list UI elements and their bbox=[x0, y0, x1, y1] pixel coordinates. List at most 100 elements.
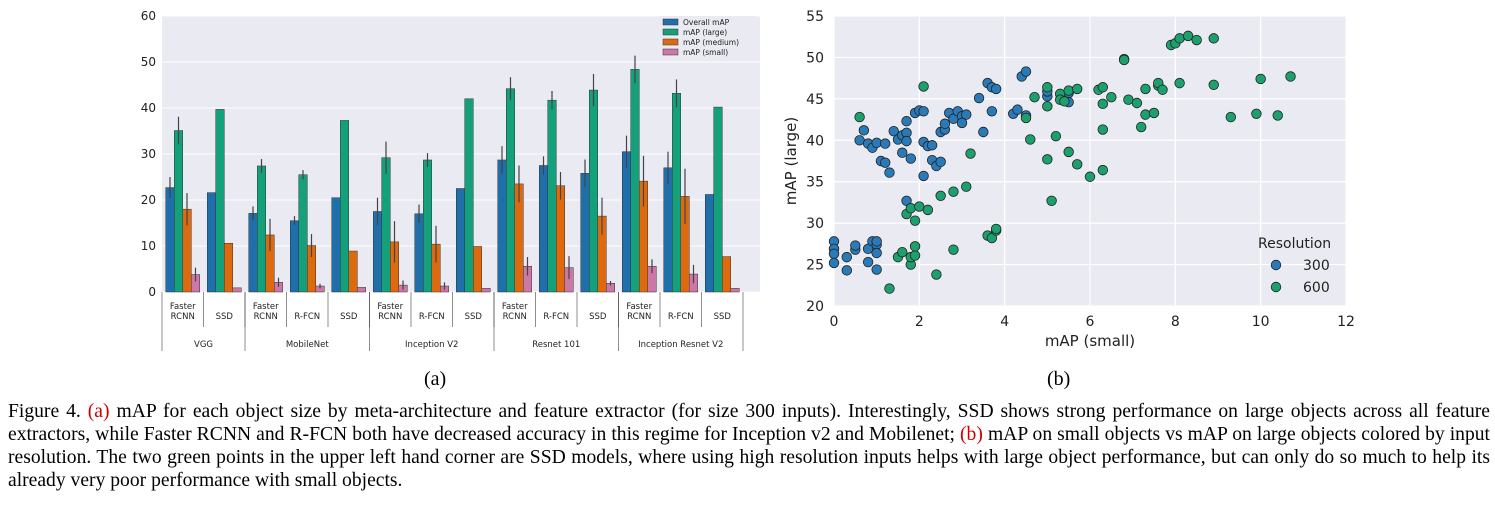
bar-overall bbox=[414, 213, 424, 293]
point-res-300 bbox=[841, 265, 853, 276]
y-tick-label: 20 bbox=[141, 193, 156, 207]
y-tick-label: 35 bbox=[806, 175, 824, 191]
bar-overall bbox=[456, 188, 465, 293]
point-res-600 bbox=[1174, 77, 1185, 89]
bar-large bbox=[257, 165, 266, 293]
point-res-300 bbox=[905, 153, 917, 164]
point-res-600 bbox=[1285, 71, 1296, 82]
point-res-600 bbox=[1272, 110, 1283, 121]
point-res-300 bbox=[973, 92, 985, 104]
meta-arch-label: R-FCN bbox=[419, 312, 445, 322]
meta-arch-label: RCNN bbox=[627, 312, 651, 322]
point-res-300 bbox=[918, 170, 929, 182]
bar-large bbox=[506, 88, 515, 293]
point-res-600 bbox=[1140, 109, 1151, 120]
point-res-600 bbox=[948, 186, 959, 197]
bar-large bbox=[589, 89, 598, 293]
point-res-600 bbox=[1182, 30, 1194, 42]
point-res-600 bbox=[909, 250, 921, 261]
point-res-600 bbox=[961, 181, 972, 192]
point-res-600 bbox=[1063, 146, 1074, 158]
point-res-300 bbox=[926, 140, 938, 151]
bar-small bbox=[357, 287, 366, 293]
legend-label-medium: mAP (medium) bbox=[683, 38, 739, 47]
point-res-300 bbox=[879, 138, 891, 149]
feature-extractor-label: Inception V2 bbox=[405, 340, 458, 350]
bar-small bbox=[232, 287, 242, 293]
point-res-600 bbox=[1136, 121, 1147, 133]
meta-arch-label: Faster bbox=[170, 302, 196, 312]
bar-overall bbox=[539, 165, 548, 293]
bar-overall bbox=[497, 159, 507, 293]
x-tick-label: 12 bbox=[1337, 314, 1355, 330]
bar-large bbox=[423, 159, 432, 293]
point-res-600 bbox=[1140, 83, 1151, 95]
point-res-300 bbox=[828, 257, 840, 269]
point-res-600 bbox=[1225, 111, 1237, 123]
y-tick-label: 10 bbox=[141, 239, 156, 253]
caption-text-b: mAP on small objects vs mAP on large obj… bbox=[8, 424, 1490, 491]
caption-ref-b: (b) bbox=[960, 424, 983, 445]
bar-overall bbox=[248, 213, 258, 293]
bar-large bbox=[215, 109, 225, 293]
caption-text-a: mAP for each object size by meta-archite… bbox=[8, 401, 1491, 445]
y-tick-label: 50 bbox=[806, 50, 824, 66]
point-res-600 bbox=[922, 204, 934, 216]
legend-title: Resolution bbox=[1258, 236, 1331, 252]
meta-arch-label: Faster bbox=[377, 302, 403, 312]
point-res-300 bbox=[879, 157, 891, 168]
legend-label-res-300: 300 bbox=[1303, 258, 1330, 274]
point-res-300 bbox=[884, 167, 895, 178]
point-res-600 bbox=[1072, 83, 1083, 95]
x-tick-label: 10 bbox=[1252, 314, 1270, 330]
legend-swatch-large bbox=[662, 28, 679, 36]
x-tick-label: 0 bbox=[830, 314, 839, 330]
point-res-600 bbox=[1046, 195, 1057, 206]
y-tick-label: 40 bbox=[141, 101, 156, 115]
meta-arch-label: R-FCN bbox=[294, 312, 320, 322]
point-res-600 bbox=[1097, 82, 1109, 93]
bar-medium bbox=[722, 256, 731, 293]
point-res-600 bbox=[1029, 91, 1040, 103]
point-res-300 bbox=[850, 240, 861, 251]
caption-ref-a: (a) bbox=[87, 401, 110, 422]
x-tick-label: 2 bbox=[915, 314, 924, 330]
bar-overall bbox=[331, 197, 341, 293]
point-res-600 bbox=[1097, 98, 1109, 110]
legend-marker-res-300 bbox=[1270, 259, 1282, 271]
y-tick-label: 0 bbox=[148, 285, 156, 299]
x-tick-label: 8 bbox=[1171, 314, 1180, 330]
meta-arch-label: Faster bbox=[253, 302, 279, 312]
point-res-600 bbox=[1208, 79, 1219, 90]
meta-arch-label: SSD bbox=[589, 312, 607, 322]
point-res-600 bbox=[854, 111, 865, 123]
panel-label-b: (b) bbox=[1047, 368, 1071, 390]
x-axis-label: mAP (small) bbox=[1045, 332, 1135, 350]
point-res-600 bbox=[1063, 85, 1074, 96]
point-res-600 bbox=[1020, 112, 1032, 124]
point-res-600 bbox=[905, 203, 917, 214]
point-res-300 bbox=[858, 125, 870, 136]
meta-arch-label: SSD bbox=[340, 312, 358, 322]
bar-overall bbox=[663, 167, 673, 293]
bar-large bbox=[672, 93, 681, 293]
point-res-600 bbox=[1084, 171, 1096, 182]
meta-arch-label: SSD bbox=[714, 312, 732, 322]
point-res-600 bbox=[1106, 91, 1117, 103]
point-res-300 bbox=[888, 125, 899, 137]
legend-label-res-600: 600 bbox=[1303, 280, 1330, 296]
bar-medium bbox=[473, 246, 482, 293]
bar-medium bbox=[348, 250, 358, 293]
point-res-300 bbox=[939, 118, 951, 129]
point-res-600 bbox=[931, 269, 942, 280]
point-res-300 bbox=[978, 126, 989, 138]
point-res-300 bbox=[828, 248, 840, 260]
point-res-300 bbox=[871, 137, 882, 148]
legend-marker-res-600 bbox=[1270, 281, 1282, 293]
meta-arch-label: SSD bbox=[465, 312, 483, 322]
bar-overall bbox=[207, 192, 216, 293]
bar-small bbox=[481, 288, 491, 293]
x-tick-label: 6 bbox=[1086, 314, 1095, 330]
bar-medium bbox=[224, 242, 233, 293]
bar-large bbox=[630, 69, 640, 293]
